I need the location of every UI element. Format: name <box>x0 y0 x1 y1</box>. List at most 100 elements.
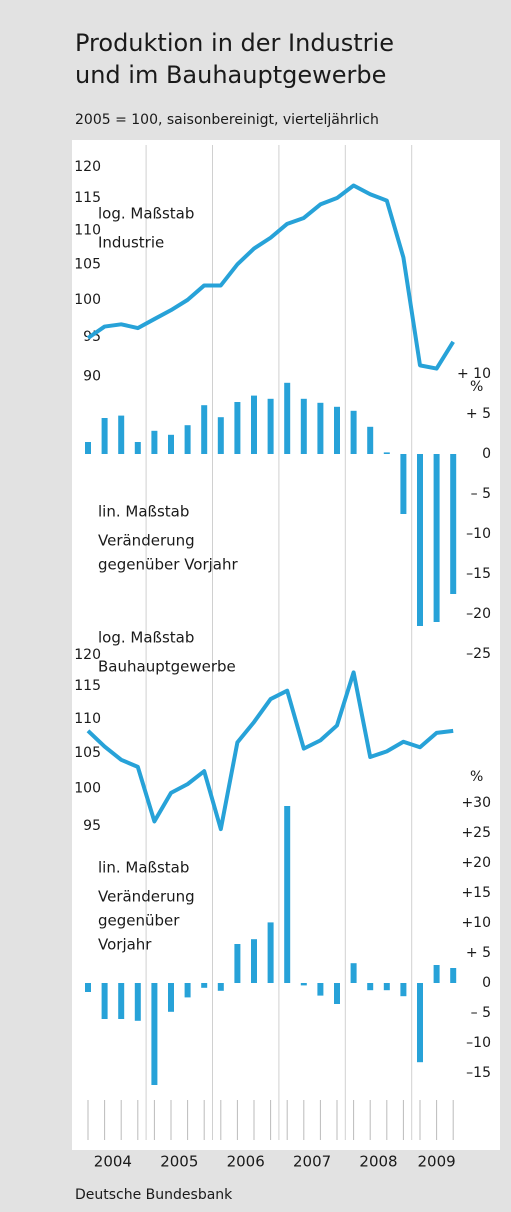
bar <box>350 963 357 983</box>
bar <box>101 418 108 454</box>
bar <box>383 452 390 454</box>
line <box>86 183 455 371</box>
bar <box>118 415 125 454</box>
bar <box>184 983 191 998</box>
y-tick-label: +30 <box>461 795 491 811</box>
x-tick-label: 2005 <box>160 1153 198 1171</box>
bar <box>284 806 291 983</box>
y-tick-label: 115 <box>74 678 101 694</box>
bar <box>400 983 407 997</box>
y-tick-label: +20 <box>461 855 491 871</box>
bar <box>201 405 208 454</box>
y-tick-label: 115 <box>74 190 101 206</box>
bar <box>217 983 224 991</box>
chart-title: und im Bauhauptgewerbe <box>75 61 386 89</box>
y-tick-label: 0 <box>482 446 491 462</box>
annotation: log. Maßstab <box>98 205 194 223</box>
bar <box>450 968 457 983</box>
y-tick-label: 110 <box>74 222 101 238</box>
annotation: gegenüber Vorjahr <box>98 556 239 574</box>
bar <box>101 983 108 1019</box>
annotation: Industrie <box>98 234 164 252</box>
bar <box>433 454 440 622</box>
y-tick-label: 100 <box>74 780 101 796</box>
bar <box>118 983 125 1019</box>
bar <box>151 430 158 454</box>
annotation: Vorjahr <box>98 936 152 954</box>
annotation: Bauhauptgewerbe <box>98 658 236 676</box>
y-tick-label: +15 <box>461 885 491 901</box>
y-tick-label: + 10 <box>457 366 491 382</box>
x-tick-label: 2008 <box>359 1153 397 1171</box>
bar <box>267 398 274 454</box>
y-tick-label: 105 <box>74 745 101 761</box>
annotation: log. Maßstab <box>98 629 194 647</box>
annotation: gegenüber <box>98 912 180 930</box>
bar <box>234 944 241 983</box>
y-tick-label: – 5 <box>471 1005 491 1021</box>
y-tick-label: +25 <box>461 825 491 841</box>
x-tick-label: 2004 <box>94 1153 132 1171</box>
x-tick-label: 2006 <box>227 1153 265 1171</box>
y-tick-label: –20 <box>466 606 491 622</box>
source: Deutsche Bundesbank <box>75 1187 233 1203</box>
bar <box>168 434 174 454</box>
y-tick-label: 120 <box>74 647 101 663</box>
bar <box>184 425 191 454</box>
subtitle: 2005 = 100, saisonbereinigt, vierteljähr… <box>75 112 379 128</box>
y-tick-label: 105 <box>74 256 101 272</box>
bar <box>433 965 440 983</box>
bar <box>367 426 374 454</box>
y-tick-label: 95 <box>83 818 101 834</box>
annotation: Veränderung <box>98 532 195 550</box>
bar <box>417 454 423 626</box>
bar <box>251 395 257 454</box>
bar <box>367 983 374 991</box>
bar <box>134 983 141 1021</box>
x-tick-label: 2007 <box>293 1153 331 1171</box>
annotation: lin. Maßstab <box>98 859 189 877</box>
y-tick-label: 90 <box>83 369 101 385</box>
chart-title: Produktion in der Industrie <box>75 29 394 57</box>
y-tick-label: – 5 <box>471 486 491 502</box>
y-tick-label: + 5 <box>466 406 491 422</box>
bar <box>300 983 307 986</box>
bar <box>317 983 324 996</box>
bar <box>234 402 241 454</box>
bar <box>334 406 340 454</box>
bar <box>317 402 324 454</box>
y-tick-label: 110 <box>74 711 101 727</box>
unit-label: % <box>470 379 483 395</box>
bar <box>217 417 224 454</box>
bar <box>201 983 208 988</box>
bar <box>267 922 274 983</box>
annotation: Veränderung <box>98 888 195 906</box>
y-tick-label: –10 <box>466 526 491 542</box>
annotation: lin. Maßstab <box>98 503 189 521</box>
bar <box>417 983 423 1063</box>
y-tick-label: –15 <box>466 566 491 582</box>
y-tick-label: –10 <box>466 1035 491 1051</box>
bar <box>400 454 407 514</box>
line <box>86 670 454 832</box>
bar <box>151 983 158 1085</box>
bar <box>350 410 357 454</box>
bar <box>450 454 457 594</box>
bar <box>334 983 340 1004</box>
y-tick-label: 0 <box>482 975 491 991</box>
y-tick-label: +10 <box>461 915 491 931</box>
y-tick-label: –25 <box>466 646 491 662</box>
bar <box>134 442 141 454</box>
y-tick-label: + 5 <box>466 945 491 961</box>
x-tick-label: 2009 <box>418 1153 456 1171</box>
y-tick-label: 100 <box>74 292 101 308</box>
y-tick-label: –15 <box>466 1065 491 1081</box>
bar <box>383 983 390 991</box>
bar <box>284 382 291 454</box>
bar <box>168 983 174 1012</box>
unit-label: % <box>470 769 483 785</box>
bar <box>85 442 91 454</box>
y-tick-label: 120 <box>74 159 101 175</box>
